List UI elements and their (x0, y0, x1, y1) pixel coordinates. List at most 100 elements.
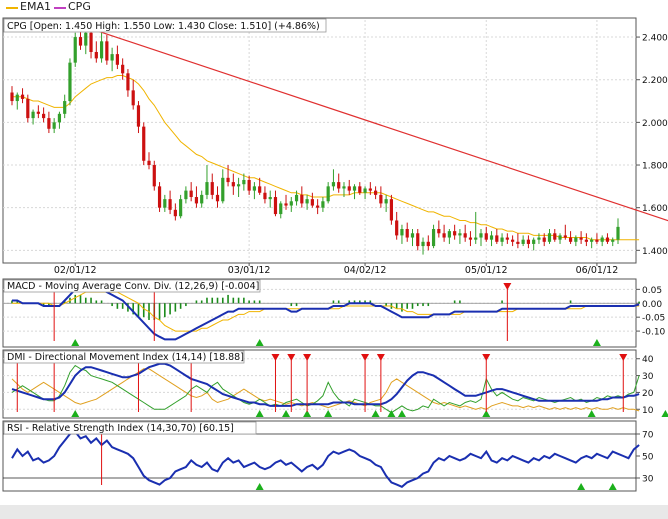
candle-body (147, 160, 151, 166)
candle-body (194, 197, 199, 204)
cpg-legend-label: CPG (68, 0, 91, 13)
candle-body (347, 186, 351, 191)
candle-body (15, 94, 19, 102)
candle-body (310, 199, 314, 206)
y-tick-label: 10 (642, 406, 654, 416)
candle-body (94, 51, 98, 59)
y-tick-label: 70 (642, 431, 654, 441)
candle-body (99, 41, 104, 59)
candle-body (179, 199, 183, 217)
candle-body (511, 239, 515, 242)
candle-body (505, 237, 509, 240)
candle-body (173, 209, 177, 217)
candle-body (57, 113, 62, 123)
macd-y-axis: 0.05 0.00 -0.05 -0.10 (636, 286, 666, 338)
candle-body (136, 105, 141, 127)
y-tick-label: 30 (642, 475, 654, 485)
candle-body (516, 241, 520, 244)
buy-signal-marker (255, 339, 264, 346)
x-tick-label: 05/01/12 (465, 265, 508, 276)
candle-body (547, 233, 552, 242)
candle-body (474, 237, 478, 240)
candle-body (215, 194, 220, 202)
candle-body (400, 229, 404, 236)
candle-body (110, 54, 114, 61)
candle-body (273, 197, 278, 215)
y-tick-label: 40 (642, 355, 654, 365)
candle-body (479, 233, 483, 238)
candle-body (205, 182, 209, 195)
candle-body (184, 190, 188, 200)
buy-signal-marker (661, 410, 668, 417)
y-tick-label: 50 (642, 453, 654, 463)
buy-signal-marker (592, 339, 601, 346)
price-grid (3, 20, 636, 261)
price-y-axis: 2.400 2.200 2.000 1.800 1.600 1.400 (636, 34, 668, 257)
buy-signal-marker (482, 410, 491, 417)
y-tick-label: -0.10 (642, 328, 666, 338)
candle-body (121, 64, 125, 74)
candle-body (453, 231, 457, 236)
candle-body (447, 231, 451, 238)
rsi-title: RSI - Relative Strength Index (14,30,70)… (7, 423, 234, 434)
candle-body (489, 235, 494, 240)
candle-body (89, 32, 93, 52)
buy-signal-marker (577, 483, 586, 490)
scrollbar-track[interactable] (0, 505, 668, 519)
candle-body (284, 203, 288, 206)
candle-body (68, 62, 72, 102)
rsi-title-box (3, 421, 257, 435)
candle-body (200, 194, 204, 204)
candle-body (236, 184, 241, 187)
candle-body (526, 239, 531, 244)
y-tick-label: 0.05 (642, 286, 662, 296)
candle-body (521, 239, 525, 244)
candle-body (20, 94, 25, 99)
candle-body (379, 194, 383, 204)
candle-body (532, 239, 536, 244)
buy-signal-marker (324, 410, 333, 417)
candle-body (263, 192, 267, 200)
candle-body (300, 194, 304, 204)
candle-body (352, 186, 357, 191)
candle-body (126, 73, 130, 91)
candles (10, 22, 620, 255)
candle-body (363, 188, 367, 193)
candle-body (157, 186, 162, 208)
candle-body (331, 182, 336, 187)
y-tick-label: 1.400 (642, 247, 668, 257)
candle-body (52, 122, 56, 129)
candle-body (437, 229, 441, 234)
buy-signal-marker (282, 410, 291, 417)
candle-body (242, 179, 246, 185)
candle-body (168, 199, 172, 210)
candle-body (590, 239, 594, 242)
buy-signal-marker (608, 483, 617, 490)
candle-body (421, 241, 425, 247)
candle-body (105, 41, 109, 61)
x-tick-label: 06/01/12 (576, 265, 619, 276)
dmi-title-box (3, 350, 245, 364)
x-tick-label: 02/01/12 (54, 265, 97, 276)
sell-signal-marker (303, 354, 312, 361)
sell-signal-marker (482, 354, 491, 361)
candle-body (405, 229, 409, 238)
buy-signal-marker (303, 410, 312, 417)
candle-body (226, 177, 230, 183)
candle-body (268, 197, 272, 200)
sell-signal-marker (503, 283, 512, 290)
candle-body (553, 233, 557, 240)
candle-body (431, 229, 436, 247)
y-tick-label: 2.400 (642, 34, 668, 44)
sell-signal-marker (361, 354, 370, 361)
candle-body (279, 203, 283, 215)
candle-body (294, 194, 299, 202)
buy-signal-marker (371, 410, 380, 417)
candle-body (389, 199, 394, 221)
candle-body (36, 111, 40, 114)
candle-body (152, 165, 156, 187)
ema-line (12, 75, 640, 241)
candle-body (374, 190, 378, 195)
